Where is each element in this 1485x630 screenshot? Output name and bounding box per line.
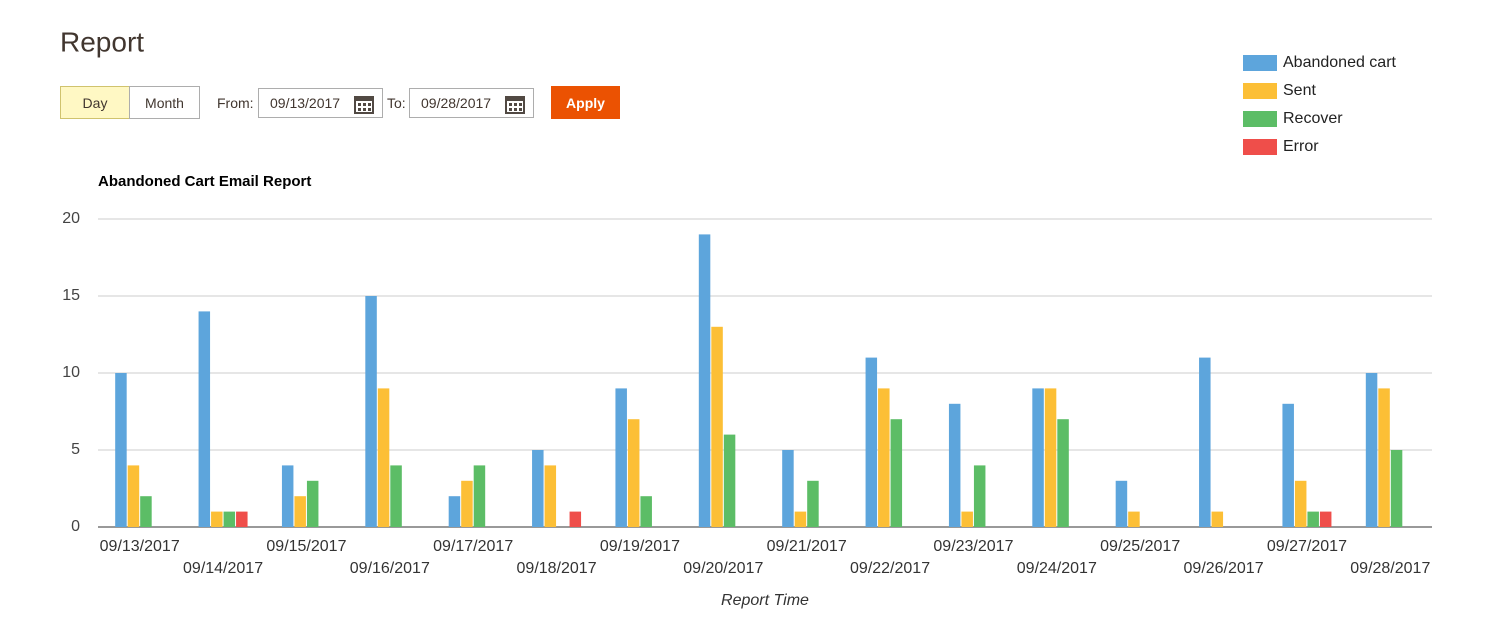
bar — [1115, 480, 1128, 527]
from-date-text: 09/13/2017 — [270, 95, 341, 111]
bar — [1294, 480, 1307, 527]
from-date[interactable]: 09/13/2017 — [258, 88, 383, 118]
bar — [306, 480, 319, 527]
bar — [615, 388, 627, 527]
legend-swatch — [1243, 111, 1277, 127]
day-button[interactable]: Day — [60, 86, 130, 119]
x-tick-label: 09/25/2017 — [1100, 538, 1180, 555]
bar — [1365, 373, 1378, 527]
bar — [1199, 357, 1211, 527]
apply-button[interactable]: Apply — [551, 86, 620, 119]
bar — [1057, 419, 1069, 527]
x-tick-label: 09/22/2017 — [850, 560, 930, 577]
legend-label: Abandoned cart — [1283, 54, 1397, 71]
x-tick-label: 09/28/2017 — [1350, 560, 1430, 577]
bar — [948, 403, 961, 527]
x-tick-label: 09/21/2017 — [767, 538, 847, 555]
bar — [223, 511, 236, 527]
bar — [890, 419, 903, 527]
bar — [878, 388, 890, 527]
x-tick-label: 09/17/2017 — [433, 538, 513, 555]
x-tick-label: 09/15/2017 — [266, 538, 346, 555]
bar — [1044, 388, 1057, 527]
bar — [569, 511, 582, 527]
bar — [140, 496, 152, 527]
x-tick-label: 09/27/2017 — [1267, 538, 1347, 555]
x-tick-label: 09/20/2017 — [683, 560, 763, 577]
x-tick-label: 09/24/2017 — [1017, 560, 1097, 577]
bar — [794, 511, 807, 527]
legend-label: Error — [1283, 138, 1319, 155]
month-button[interactable]: Month — [129, 86, 200, 119]
bar — [211, 511, 223, 527]
bar — [807, 480, 819, 527]
calendar-icon[interactable] — [505, 94, 525, 114]
bar — [461, 480, 473, 527]
chart-title: Abandoned Cart Email Report — [98, 173, 311, 190]
bar — [377, 388, 390, 527]
x-tick-label: 09/13/2017 — [100, 538, 180, 555]
bar — [473, 465, 486, 527]
x-tick-label: 09/26/2017 — [1184, 560, 1264, 577]
bar — [627, 419, 640, 527]
to-date-text: 09/28/2017 — [421, 95, 492, 111]
bar — [390, 465, 402, 527]
bar — [698, 234, 711, 527]
bar — [294, 496, 306, 527]
bar — [711, 326, 723, 527]
to-date[interactable]: 09/28/2017 — [409, 88, 534, 118]
bar — [1128, 511, 1140, 527]
y-tick-label: 5 — [71, 441, 80, 458]
bar — [115, 373, 127, 527]
legend-swatch — [1243, 139, 1277, 155]
bar — [1390, 450, 1403, 527]
x-axis-title: Report Time — [721, 592, 809, 609]
x-tick-label: 09/18/2017 — [517, 560, 597, 577]
bar — [865, 357, 878, 527]
bar — [532, 450, 544, 527]
bar — [1032, 388, 1044, 527]
bar — [127, 465, 140, 527]
page-title: Report — [60, 26, 144, 57]
bar — [1282, 403, 1294, 527]
bar — [782, 450, 794, 527]
bar — [1378, 388, 1390, 527]
bar — [198, 311, 211, 527]
to-label: To: — [387, 95, 406, 111]
bar — [961, 511, 973, 527]
bar — [544, 465, 557, 527]
bar — [1319, 511, 1332, 527]
x-tick-label: 09/23/2017 — [933, 538, 1013, 555]
bar — [973, 465, 986, 527]
x-tick-label: 09/16/2017 — [350, 560, 430, 577]
from-label: From: — [217, 95, 254, 111]
bar — [640, 496, 652, 527]
y-tick-label: 20 — [62, 210, 80, 227]
bar — [281, 465, 294, 527]
x-tick-label: 09/19/2017 — [600, 538, 680, 555]
legend-label: Sent — [1283, 82, 1316, 99]
legend-label: Recover — [1283, 110, 1343, 127]
y-tick-label: 10 — [62, 364, 80, 381]
bar — [723, 434, 736, 527]
bar — [448, 496, 461, 527]
bar — [365, 296, 377, 527]
y-tick-label: 15 — [62, 287, 80, 304]
bar — [236, 511, 248, 527]
y-tick-label: 0 — [71, 518, 80, 535]
legend-swatch — [1243, 55, 1277, 71]
legend-swatch — [1243, 83, 1277, 99]
bar — [1307, 511, 1319, 527]
bar — [1211, 511, 1224, 527]
x-tick-label: 09/14/2017 — [183, 560, 263, 577]
calendar-icon[interactable] — [354, 94, 374, 114]
